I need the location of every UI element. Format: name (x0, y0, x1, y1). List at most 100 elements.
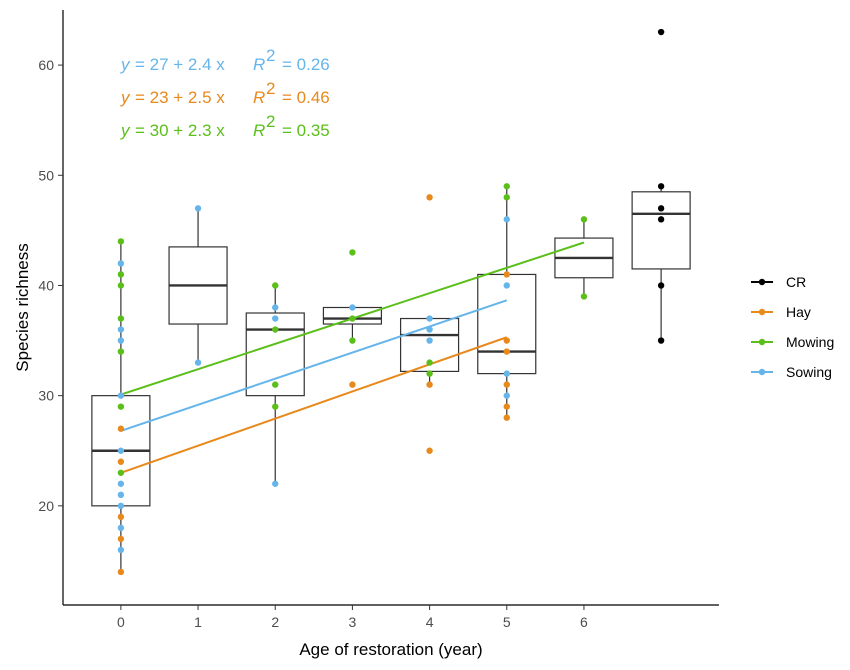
point-mowing (272, 381, 279, 388)
data-points (117, 28, 665, 576)
box-iqr (477, 273, 537, 375)
point-mowing (117, 348, 125, 355)
point-mowing (503, 194, 510, 201)
point-sowing (503, 282, 510, 289)
point-hay (117, 425, 125, 432)
regression-equations: y = 27 + 2.4 x R 2 = 0.26y = 23 + 2.5 x R 2 = 0.… (120, 46, 330, 140)
fit-line-hay (120, 336, 508, 474)
point-sowing (426, 326, 433, 333)
x-tick-label: 5 (503, 614, 511, 630)
point-sowing (272, 315, 279, 322)
boxplot-1 (168, 208, 228, 363)
point-sowing (426, 337, 433, 344)
point-sowing (194, 359, 202, 366)
legend-item-cr: CR (751, 274, 806, 290)
axes: 20 30 40 50 60 0 1 2 3 4 5 6 Age of restoration (yea… (13, 10, 719, 659)
point-hay (503, 337, 510, 344)
point-cr (657, 183, 665, 190)
equation-lhs: y (120, 121, 131, 140)
point-sowing (117, 524, 125, 532)
point-sowing (117, 480, 125, 487)
legend-label: CR (786, 274, 806, 290)
legend-label: Hay (786, 304, 811, 320)
legend-item-mowing: Mowing (751, 334, 834, 350)
legend-marker (758, 278, 766, 286)
point-mowing (117, 271, 125, 278)
point-sowing (117, 392, 125, 399)
point-mowing (117, 282, 125, 289)
legend-label: Sowing (786, 364, 832, 380)
r-squared-superscript: 2 (266, 46, 275, 65)
boxplot-5 (477, 186, 537, 418)
y-tick-label: 50 (38, 167, 54, 183)
x-tick-label: 1 (194, 614, 202, 630)
equation-lhs: y (120, 88, 131, 107)
box-iqr (631, 191, 691, 270)
y-tick-label: 20 (38, 498, 54, 514)
point-hay (426, 447, 433, 454)
legend-item-sowing: Sowing (751, 364, 832, 380)
point-sowing (117, 502, 125, 510)
point-sowing (349, 304, 356, 311)
equation-rhs: = 30 + 2.3 x (135, 121, 225, 140)
legend-label: Mowing (786, 334, 834, 350)
y-axis-title: Species richness (13, 243, 32, 372)
point-mowing (426, 370, 433, 377)
equation-rhs: = 27 + 2.4 x (135, 55, 225, 74)
point-hay (426, 381, 433, 388)
equation-sowing: y = 27 + 2.4 x R 2 = 0.26 (120, 46, 330, 74)
r-squared-value: = 0.46 (282, 88, 330, 107)
fit-line-sowing (120, 299, 508, 432)
point-sowing (426, 315, 433, 322)
legend-item-hay: Hay (751, 304, 811, 320)
legend-marker (758, 338, 766, 346)
point-mowing (426, 359, 433, 366)
point-sowing (117, 491, 125, 499)
point-sowing (503, 370, 510, 377)
point-sowing (503, 392, 510, 399)
point-cr (657, 216, 665, 223)
point-mowing (117, 238, 125, 245)
point-mowing (272, 403, 279, 410)
r-squared-label: R (253, 121, 265, 140)
r-squared-value: = 0.26 (282, 55, 330, 74)
point-mowing (117, 403, 125, 410)
point-sowing (117, 447, 125, 454)
point-cr (657, 28, 665, 36)
y-tick-label: 40 (38, 277, 54, 293)
legend: CR Hay Mowing Sowing (751, 274, 834, 380)
x-tick-label: 4 (426, 614, 434, 630)
point-sowing (272, 480, 279, 487)
point-mowing (349, 315, 356, 322)
point-mowing (117, 315, 125, 322)
x-tick-label: 2 (271, 614, 279, 630)
point-hay (117, 513, 125, 521)
x-tick-label: 3 (349, 614, 357, 630)
point-hay (503, 381, 510, 388)
x-tick-label: 6 (580, 614, 588, 630)
point-mowing (503, 183, 510, 190)
point-mowing (580, 216, 588, 223)
r-squared-label: R (253, 88, 265, 107)
point-hay (117, 458, 125, 465)
point-sowing (117, 260, 125, 267)
point-hay (117, 535, 125, 543)
legend-marker (758, 308, 766, 316)
point-hay (349, 381, 356, 388)
boxplots (91, 186, 691, 572)
point-mowing (272, 282, 279, 289)
equation-rhs: = 23 + 2.5 x (135, 88, 225, 107)
point-cr (657, 282, 665, 289)
y-tick-label: 30 (38, 388, 54, 404)
r-squared-superscript: 2 (266, 79, 275, 98)
equation-mowing: y = 30 + 2.3 x R 2 = 0.35 (120, 112, 330, 140)
r-squared-label: R (253, 55, 265, 74)
point-mowing (349, 337, 356, 344)
point-cr (657, 337, 665, 344)
r-squared-value: = 0.35 (282, 121, 330, 140)
point-sowing (117, 546, 125, 554)
point-hay (503, 403, 510, 410)
point-hay (117, 568, 125, 576)
point-cr (657, 205, 665, 212)
